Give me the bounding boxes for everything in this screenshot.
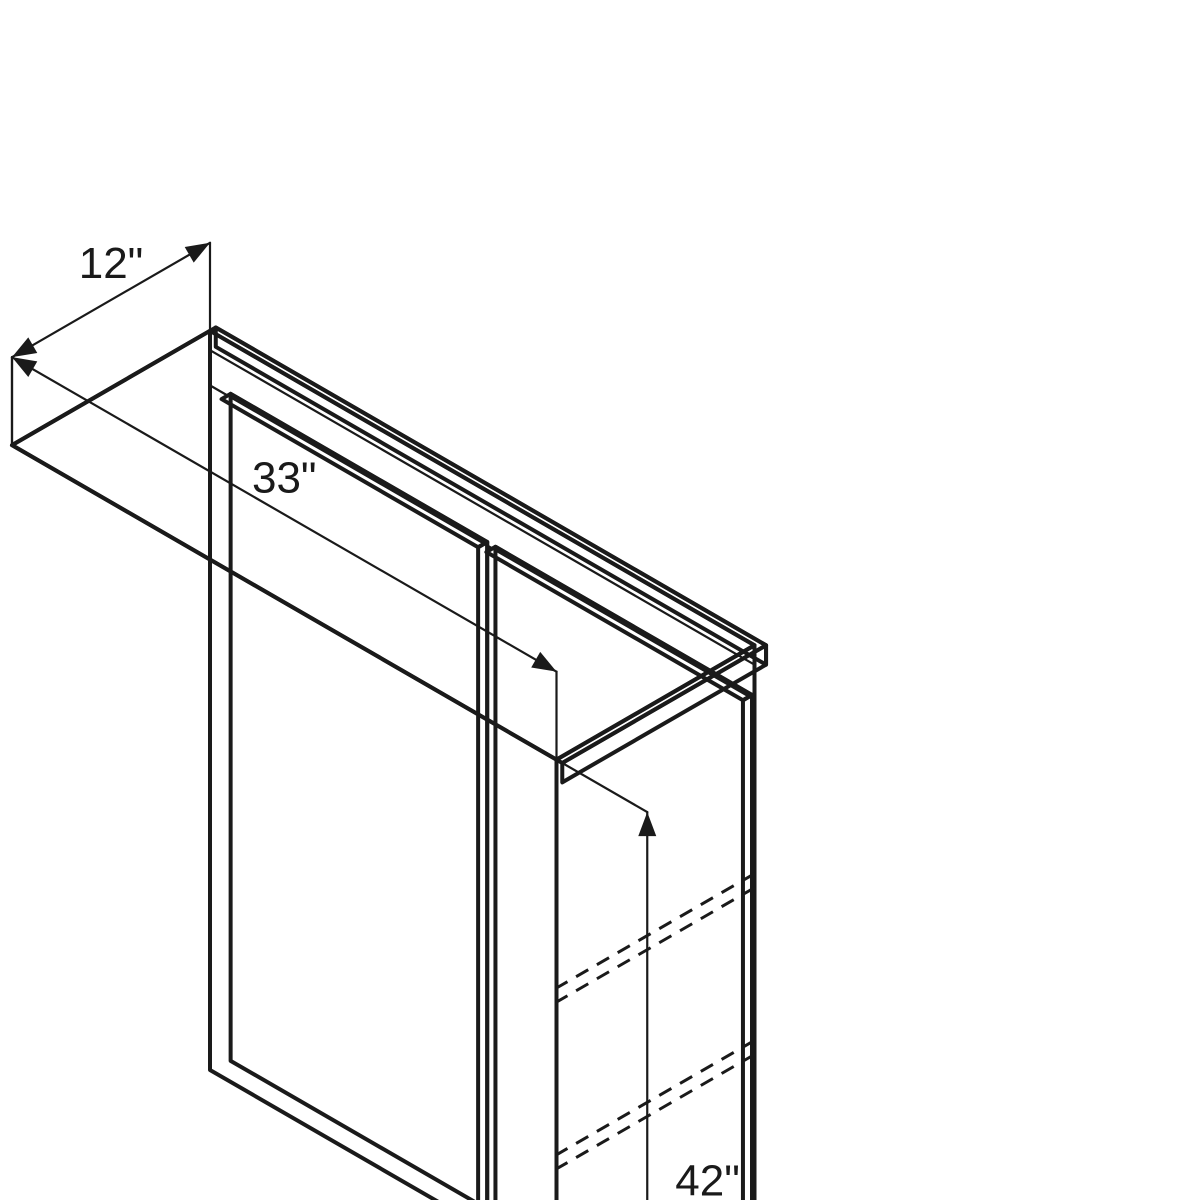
dimension-label-width: 33" xyxy=(252,453,317,502)
hidden-shelf-lines xyxy=(557,874,755,1200)
cabinet-diagram: 12" 33" 42" xyxy=(0,0,1200,1200)
dimension-label-height: 42" xyxy=(675,1157,740,1200)
cabinet-outline xyxy=(12,327,766,1200)
dimension-label-depth: 12" xyxy=(79,239,144,288)
dimension-annotations xyxy=(12,243,656,1200)
